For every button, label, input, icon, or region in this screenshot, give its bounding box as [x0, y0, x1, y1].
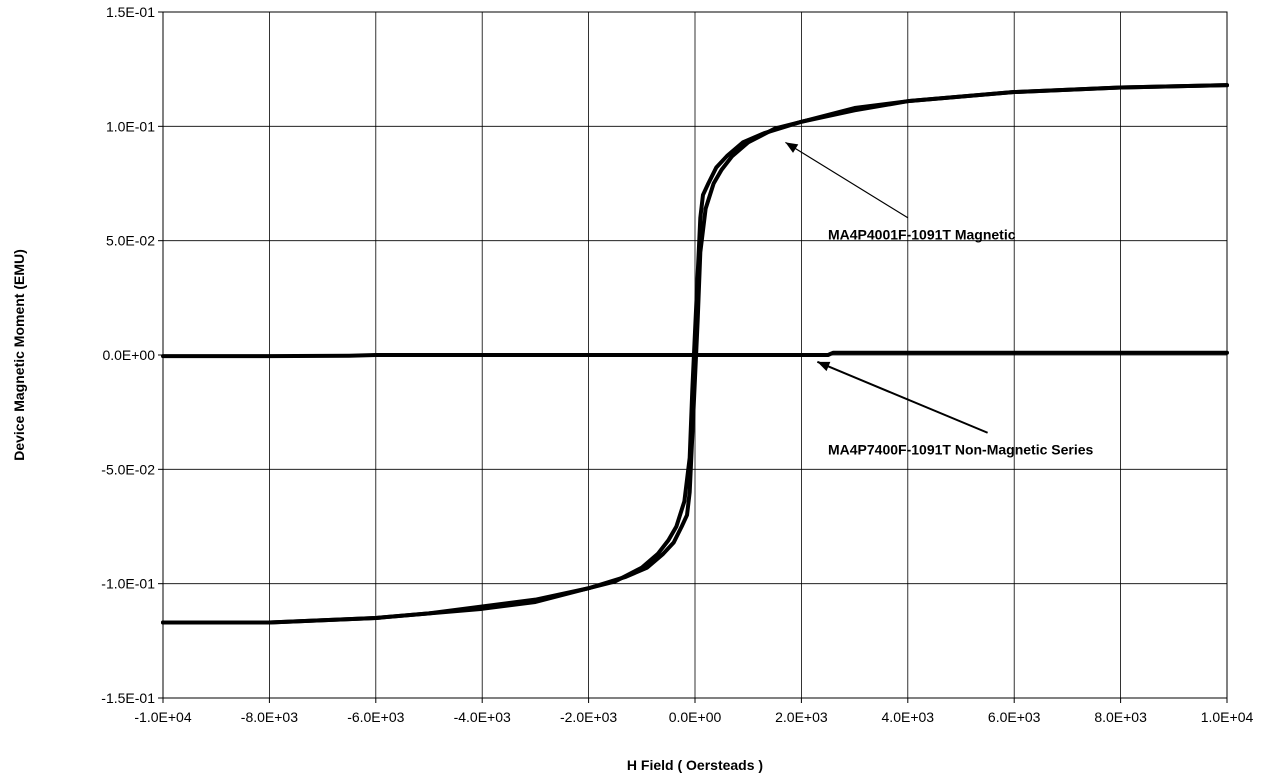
x-tick-label: 6.0E+03 — [988, 709, 1041, 725]
y-tick-label: -5.0E-02 — [101, 461, 155, 477]
x-tick-label: 2.0E+03 — [775, 709, 828, 725]
x-tick-label: 4.0E+03 — [882, 709, 935, 725]
tick-labels: -1.0E+04 -8.0E+03 -6.0E+03 -4.0E+03 -2.0E+03… — [101, 4, 1253, 725]
y-axis-title: Device Magnetic Moment (EMU) — [11, 249, 27, 461]
annotation-arrow-line — [816, 360, 988, 434]
x-tick-label: -8.0E+03 — [241, 709, 298, 725]
x-tick-label: -4.0E+03 — [454, 709, 511, 725]
annotation-label: MA4P7400F-1091T Non-Magnetic Series — [828, 441, 1094, 457]
x-tick-label: -1.0E+04 — [134, 709, 191, 725]
y-tick-label: -1.5E-01 — [101, 690, 155, 706]
annotation-arrow-line — [785, 141, 909, 219]
annotation-arrow-head — [817, 361, 831, 372]
series-line-ascending — [161, 83, 1229, 625]
y-tick-label: 1.5E-01 — [106, 4, 155, 20]
y-tick-label: 0.0E+00 — [102, 347, 155, 363]
y-tick-label: 1.0E-01 — [106, 118, 155, 134]
y-tick-label: -1.0E-01 — [101, 576, 155, 592]
annotations: MA4P4001F-1091T Magnetic MA4P7400F-1091T … — [785, 141, 1094, 457]
y-tick-label: 5.0E-02 — [106, 233, 155, 249]
annotation-label: MA4P4001F-1091T Magnetic — [828, 227, 1016, 243]
annotation-arrow-head — [785, 142, 799, 153]
x-tick-label: -6.0E+03 — [347, 709, 404, 725]
x-tick-label: -2.0E+03 — [560, 709, 617, 725]
series-line-non-magnetic — [161, 350, 1229, 359]
x-tick-label: 0.0E+00 — [669, 709, 722, 725]
x-tick-label: 1.0E+04 — [1201, 709, 1254, 725]
plot-area-frame — [162, 11, 1228, 699]
x-tick-label: 8.0E+03 — [1094, 709, 1147, 725]
x-axis-title: H Field ( Oersteads ) — [627, 757, 763, 773]
series-lines — [161, 83, 1229, 625]
